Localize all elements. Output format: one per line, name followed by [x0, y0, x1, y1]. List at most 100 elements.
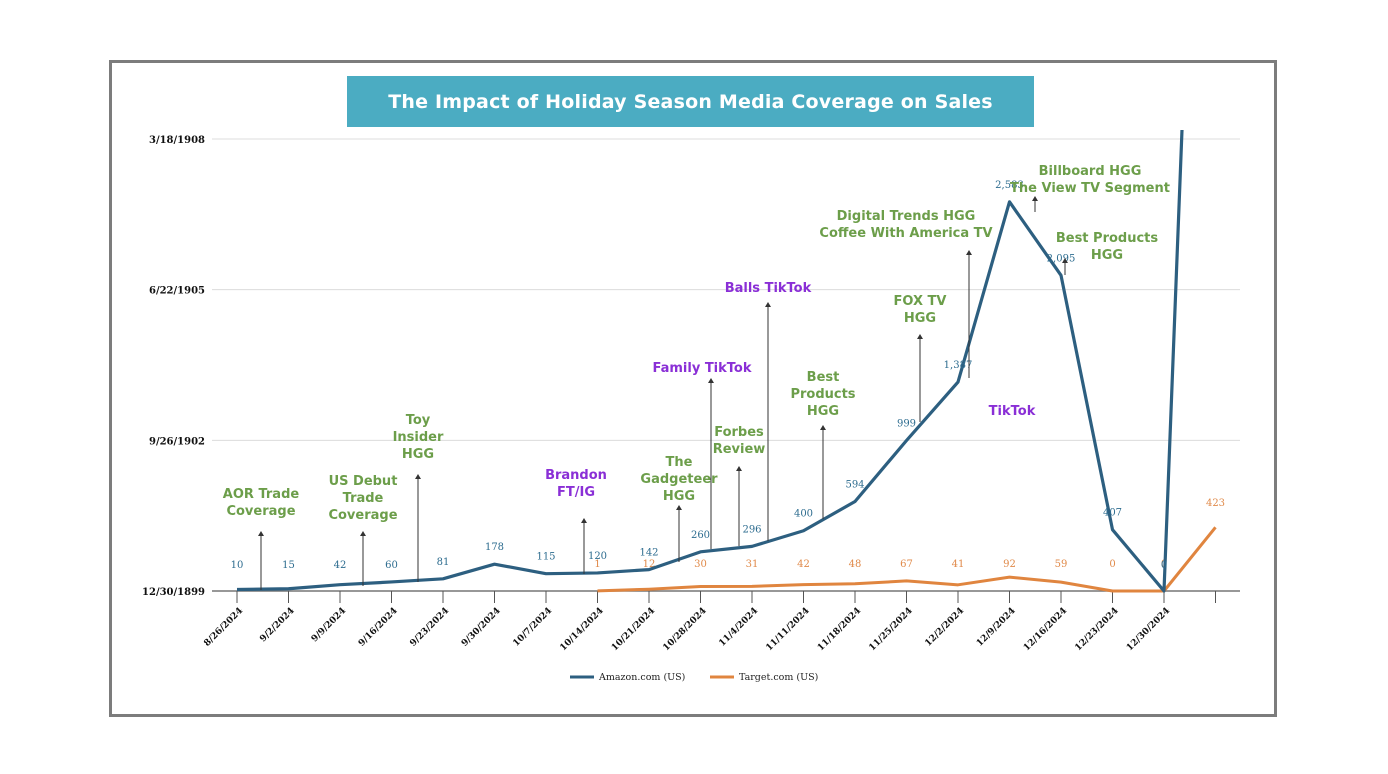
annotation-arrowhead: [765, 302, 771, 307]
annotation-label: Coverage: [328, 508, 397, 523]
x-tick-label: 12/2/2024: [923, 606, 966, 649]
data-label-target: 12: [643, 559, 656, 570]
data-label-target: 41: [952, 559, 965, 570]
annotation-label: Brandon: [545, 468, 607, 483]
annotation-arrowhead: [415, 474, 421, 479]
x-tick-label: 11/18/2024: [816, 606, 863, 653]
x-tick-label: 9/30/2024: [460, 606, 503, 649]
annotation-arrowhead: [581, 518, 587, 523]
x-tick-label: 12/30/2024: [1125, 606, 1172, 653]
x-tick-label: 10/21/2024: [610, 606, 657, 653]
x-tick-label: 12/23/2024: [1073, 606, 1120, 653]
annotation-label: Gadgeteer: [640, 472, 718, 487]
data-label-amazon: 999: [897, 418, 916, 429]
y-tick-label: 12/30/1899: [142, 587, 205, 598]
data-label-target: 30: [694, 559, 707, 570]
annotation-label: HGG: [1091, 248, 1123, 263]
data-label-amazon: 2,095: [1047, 253, 1076, 264]
annotation-arrowhead: [917, 334, 923, 339]
data-label-target: 31: [746, 559, 759, 570]
x-tick-label: 12/9/2024: [975, 606, 1018, 649]
annotation-label: AOR Trade: [223, 487, 300, 502]
annotation-arrowhead: [258, 531, 264, 536]
x-tick-label: 11/4/2024: [717, 606, 760, 649]
data-label-amazon: 115: [536, 552, 555, 563]
annotation-label: Coverage: [226, 504, 295, 519]
data-label-amazon: 296: [742, 524, 761, 535]
data-label-target: 67: [900, 559, 913, 570]
annotation-arrowhead: [1032, 196, 1038, 201]
data-label-amazon: 10: [231, 560, 244, 571]
data-label-amazon: 594: [845, 480, 864, 491]
annotation-arrowhead: [708, 378, 714, 383]
annotation-label: Toy: [406, 413, 431, 428]
series-line-amazon: [236, 129, 1184, 593]
annotation-arrowhead: [360, 531, 366, 536]
annotation-label: US Debut: [329, 474, 398, 489]
data-label-amazon: 15: [282, 560, 295, 571]
x-tick-label: 8/26/2024: [202, 606, 245, 649]
annotation-label: Forbes: [714, 425, 764, 440]
annotation-label: TikTok: [989, 404, 1036, 419]
data-label-amazon: 81: [437, 557, 450, 568]
x-tick-label: 9/2/2024: [258, 606, 296, 644]
annotation-label: Products: [790, 387, 855, 402]
annotation-label: Digital Trends HGG: [837, 209, 976, 224]
data-label-target: 48: [849, 559, 862, 570]
data-label-amazon: 2,583: [995, 180, 1024, 191]
x-tick-label: 9/16/2024: [357, 606, 400, 649]
data-label-target: 0: [1109, 559, 1115, 570]
annotation-label: FT/IG: [557, 485, 595, 500]
annotation-label: Best: [807, 370, 840, 385]
data-label-target: 59: [1055, 559, 1068, 570]
annotation-label: Coffee With America TV: [819, 226, 992, 241]
annotation-arrowhead: [1062, 258, 1068, 263]
legend-label-amazon: Amazon.com (US): [598, 672, 685, 683]
legend-label-target: Target.com (US): [739, 672, 818, 683]
x-tick-label: 9/23/2024: [408, 606, 451, 649]
data-label-target: 1: [594, 559, 600, 570]
x-tick-label: 10/7/2024: [511, 606, 554, 649]
data-label-target: 423: [1206, 498, 1225, 509]
data-label-amazon: 178: [485, 542, 504, 553]
data-label-amazon: 1,387: [944, 360, 973, 371]
annotation-label: HGG: [402, 447, 434, 462]
data-label-amazon: 60: [385, 560, 398, 571]
annotation-label: Insider: [393, 430, 444, 445]
annotation-label: Best Products: [1056, 231, 1159, 246]
data-label-amazon: 260: [691, 530, 710, 541]
annotation-arrowhead: [736, 466, 742, 471]
data-label-amazon: 400: [794, 509, 813, 520]
chart-title: The Impact of Holiday Season Media Cover…: [347, 76, 1034, 127]
data-label-amazon: 142: [639, 548, 658, 559]
annotation-arrowhead: [966, 250, 972, 255]
x-tick-label: 9/9/2024: [310, 606, 348, 644]
data-label-amazon: 0: [1161, 560, 1167, 571]
annotation-label: Review: [713, 442, 766, 457]
series-line-target: [597, 526, 1217, 593]
x-tick-label: 10/14/2024: [558, 606, 605, 653]
annotation-label: Family TikTok: [652, 361, 751, 376]
annotation-arrowhead: [820, 425, 826, 430]
annotation-label: The: [666, 455, 693, 470]
data-label-target: 92: [1003, 559, 1016, 570]
data-label-amazon: 120: [588, 551, 607, 562]
annotation-label: Billboard HGG: [1039, 164, 1142, 179]
data-label-target: 42: [797, 559, 810, 570]
annotation-label: FOX TV: [894, 294, 947, 309]
data-label-amazon: 42: [334, 560, 347, 571]
annotation-label: HGG: [904, 311, 936, 326]
x-tick-label: 12/16/2024: [1022, 606, 1069, 653]
annotation-label: Trade: [343, 491, 384, 506]
annotation-label: The View TV Segment: [1010, 181, 1170, 196]
annotation-arrowhead: [676, 505, 682, 510]
annotation-label: HGG: [663, 489, 695, 504]
annotation-label: Balls TikTok: [725, 281, 812, 296]
x-tick-label: 11/25/2024: [867, 606, 914, 653]
x-tick-label: 11/11/2024: [764, 606, 811, 653]
annotation-label: HGG: [807, 404, 839, 419]
y-tick-label: 6/22/1905: [149, 286, 205, 297]
x-tick-label: 10/28/2024: [661, 606, 708, 653]
data-label-amazon: 407: [1103, 508, 1122, 519]
